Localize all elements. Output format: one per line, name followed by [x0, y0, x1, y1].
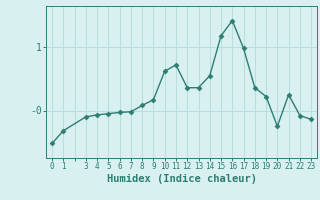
X-axis label: Humidex (Indice chaleur): Humidex (Indice chaleur)	[107, 174, 257, 184]
